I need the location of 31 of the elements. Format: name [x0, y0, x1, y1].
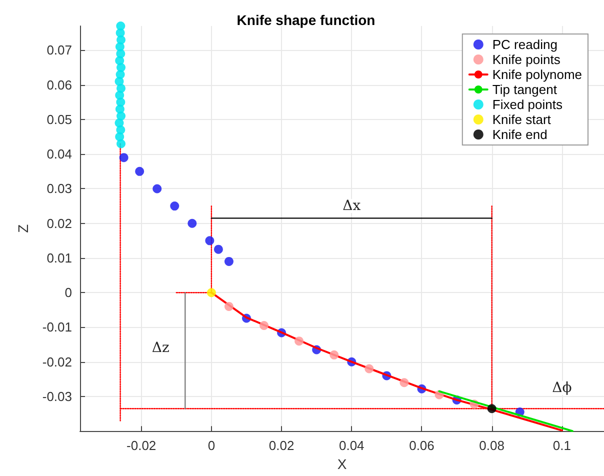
annotation: Δϕ — [552, 380, 572, 396]
y-tick-label: 0 — [64, 285, 72, 300]
legend-label: Knife start — [492, 112, 552, 127]
y-tick-label: 0.01 — [46, 250, 72, 266]
annotation: Δx — [342, 198, 361, 214]
y-tick-label: 0.04 — [46, 146, 72, 162]
y-tick-label: 0.07 — [46, 42, 72, 58]
x-tick-label: 0.1 — [552, 438, 571, 454]
legend-label: Tip tangent — [492, 82, 558, 97]
y-tick-label: -0.03 — [42, 388, 72, 404]
y-axis-title: Z — [15, 224, 31, 233]
x-tick-label: 0.08 — [479, 438, 504, 454]
legend-label: Knife polynome — [492, 67, 582, 82]
legend-label: Fixed points — [492, 97, 563, 112]
x-tick-label: 0 — [208, 438, 216, 454]
legend-label: PC reading — [492, 37, 558, 52]
y-tick-label: -0.02 — [42, 354, 72, 370]
legend-label: Knife points — [492, 52, 561, 67]
x-tick-label: 0.06 — [409, 438, 434, 454]
x-tick-label: -0.02 — [126, 438, 156, 454]
y-tick-label: 0.06 — [46, 77, 72, 92]
y-tick-label: -0.01 — [42, 320, 72, 335]
y-tick-label: 0.03 — [46, 181, 72, 196]
legend-label: Knife end — [492, 127, 548, 142]
x-axis-title: X — [337, 456, 348, 472]
y-tick-label: 0.05 — [46, 112, 72, 127]
x-tick-label: 0.04 — [338, 438, 364, 454]
y-tick-label: 0.02 — [46, 216, 72, 231]
x-tick-label: 0.02 — [268, 438, 294, 454]
annotation: Δz — [152, 340, 170, 356]
chart-title: Knife shape function — [236, 12, 376, 28]
